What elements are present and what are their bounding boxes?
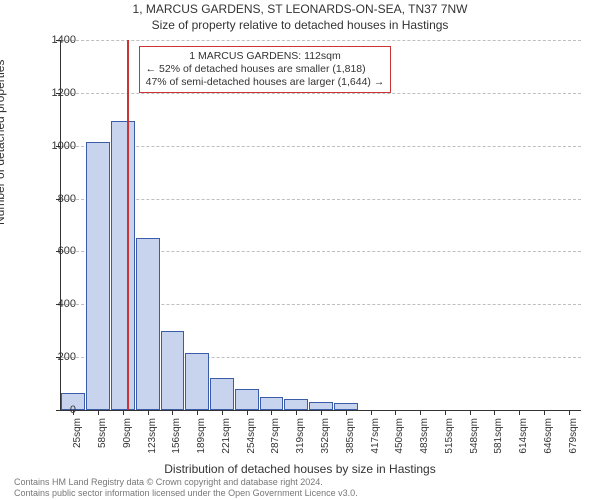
ytick-label: 400: [26, 298, 76, 310]
xtick-mark: [395, 410, 396, 415]
xtick-label: 189sqm: [196, 418, 207, 462]
xtick-mark: [346, 410, 347, 415]
marker-line: [127, 40, 129, 410]
histogram-bar: [185, 353, 209, 410]
marker-info-line: 47% of semi-detached houses are larger (…: [146, 76, 385, 89]
xtick-label: 123sqm: [147, 418, 158, 462]
xtick-mark: [321, 410, 322, 415]
xtick-mark: [371, 410, 372, 415]
chart-container: 1, MARCUS GARDENS, ST LEONARDS-ON-SEA, T…: [0, 0, 600, 500]
xtick-label: 352sqm: [320, 418, 331, 462]
xtick-mark: [247, 410, 248, 415]
xtick-mark: [296, 410, 297, 415]
xtick-mark: [494, 410, 495, 415]
xtick-label: 417sqm: [370, 418, 381, 462]
y-axis-label: Number of detached properties: [0, 60, 7, 225]
xtick-label: 156sqm: [171, 418, 182, 462]
ytick-label: 1200: [26, 87, 76, 99]
ytick-label: 1400: [26, 34, 76, 46]
xtick-label: 614sqm: [518, 418, 529, 462]
ytick-label: 800: [26, 193, 76, 205]
gridline: [61, 146, 581, 147]
xtick-mark: [148, 410, 149, 415]
xtick-mark: [569, 410, 570, 415]
xtick-label: 58sqm: [97, 418, 108, 462]
ytick-label: 600: [26, 245, 76, 257]
xtick-mark: [271, 410, 272, 415]
marker-info-box: 1 MARCUS GARDENS: 112sqm← 52% of detache…: [139, 46, 392, 93]
ytick-label: 1000: [26, 140, 76, 152]
xtick-mark: [172, 410, 173, 415]
xtick-label: 385sqm: [345, 418, 356, 462]
xtick-label: 287sqm: [270, 418, 281, 462]
chart-title: 1, MARCUS GARDENS, ST LEONARDS-ON-SEA, T…: [0, 2, 600, 16]
xtick-label: 450sqm: [394, 418, 405, 462]
histogram-bar: [86, 142, 110, 410]
footer-line2: Contains public sector information licen…: [14, 488, 358, 498]
xtick-label: 646sqm: [543, 418, 554, 462]
histogram-bar: [334, 403, 358, 410]
xtick-label: 221sqm: [221, 418, 232, 462]
marker-info-line: 1 MARCUS GARDENS: 112sqm: [146, 50, 385, 63]
chart-subtitle: Size of property relative to detached ho…: [0, 18, 600, 32]
histogram-bar: [111, 121, 135, 410]
xtick-label: 515sqm: [444, 418, 455, 462]
xtick-mark: [519, 410, 520, 415]
histogram-bar: [136, 238, 160, 410]
xtick-label: 548sqm: [469, 418, 480, 462]
histogram-bar: [161, 331, 185, 410]
xtick-mark: [420, 410, 421, 415]
ytick-label: 200: [26, 351, 76, 363]
xtick-label: 319sqm: [295, 418, 306, 462]
histogram-bar: [210, 378, 234, 410]
histogram-bar: [260, 397, 284, 410]
xtick-label: 90sqm: [122, 418, 133, 462]
histogram-bar: [309, 402, 333, 410]
gridline: [61, 40, 581, 41]
xtick-mark: [98, 410, 99, 415]
xtick-mark: [222, 410, 223, 415]
footer-attribution: Contains HM Land Registry data © Crown c…: [14, 477, 358, 498]
marker-info-line: ← 52% of detached houses are smaller (1,…: [146, 63, 385, 76]
xtick-label: 679sqm: [568, 418, 579, 462]
xtick-mark: [544, 410, 545, 415]
gridline: [61, 199, 581, 200]
histogram-bar: [284, 399, 308, 410]
xtick-label: 581sqm: [493, 418, 504, 462]
plot-area: 1 MARCUS GARDENS: 112sqm← 52% of detache…: [60, 40, 581, 411]
xtick-mark: [445, 410, 446, 415]
xtick-mark: [197, 410, 198, 415]
footer-line1: Contains HM Land Registry data © Crown c…: [14, 477, 358, 487]
xtick-label: 254sqm: [246, 418, 257, 462]
xtick-mark: [123, 410, 124, 415]
histogram-bar: [235, 389, 259, 410]
x-axis-label: Distribution of detached houses by size …: [0, 462, 600, 476]
xtick-label: 25sqm: [72, 418, 83, 462]
ytick-label: 0: [26, 404, 76, 416]
xtick-mark: [470, 410, 471, 415]
xtick-label: 483sqm: [419, 418, 430, 462]
